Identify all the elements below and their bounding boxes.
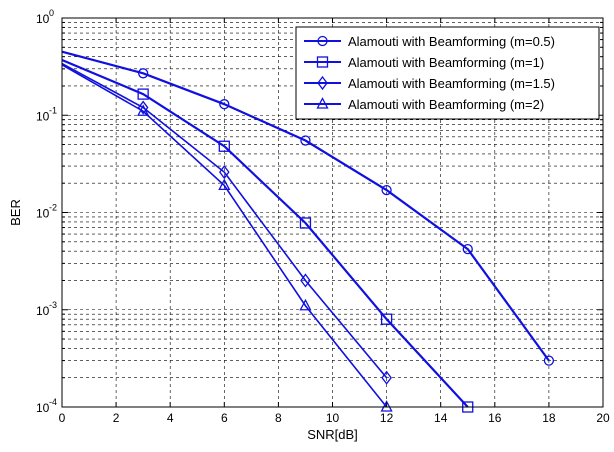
y-tick-exponent: -3 <box>49 300 57 310</box>
series-line <box>61 62 388 379</box>
y-tick-exponent: -2 <box>49 203 57 213</box>
series-line <box>61 50 550 362</box>
data-point <box>380 400 393 412</box>
data-point <box>218 178 231 191</box>
y-tick-base: 10 <box>36 304 50 318</box>
data-point <box>137 104 150 116</box>
x-tick-label: 16 <box>488 411 502 425</box>
x-tick-label: 20 <box>596 411 610 425</box>
data-point <box>218 140 230 152</box>
y-tick-exponent: 0 <box>49 8 54 18</box>
y-tick-base: 10 <box>36 401 50 415</box>
x-tick-label: 12 <box>380 411 394 425</box>
legend-item: Alamouti with Beamforming (m=1) <box>304 55 544 70</box>
x-tick-label: 10 <box>326 411 340 425</box>
y-tick-base: 10 <box>36 207 50 221</box>
legend-marker <box>317 35 328 47</box>
data-point <box>300 273 311 288</box>
y-tick-exponent: -1 <box>49 105 57 115</box>
legend-item: Alamouti with Beamforming (m=1.5) <box>304 75 555 91</box>
x-tick-label: 4 <box>167 411 174 425</box>
data-point <box>300 135 311 146</box>
series-line <box>61 64 388 408</box>
series-3 <box>61 62 392 385</box>
legend-item: Alamouti with Beamforming (m=2) <box>304 97 544 112</box>
data-point <box>137 100 149 115</box>
legend-label: Alamouti with Beamforming (m=0.5) <box>348 34 555 49</box>
y-tick-label: 10 -4 <box>36 397 57 415</box>
x-tick-label: 0 <box>59 411 66 425</box>
y-tick-base: 10 <box>36 12 50 26</box>
data-point <box>462 243 473 255</box>
legend-label: Alamouti with Beamforming (m=1.5) <box>348 76 555 91</box>
x-tick-label: 2 <box>113 411 120 425</box>
data-point <box>299 217 312 229</box>
y-tick-label: 10 0 <box>36 8 54 26</box>
legend-marker <box>316 56 329 68</box>
data-point <box>380 313 393 325</box>
data-point <box>219 99 230 110</box>
x-tick-label: 8 <box>275 411 282 425</box>
y-axis-label: BER <box>8 199 23 226</box>
legend-marker <box>316 97 329 109</box>
data-point <box>543 355 555 366</box>
x-tick-label: 14 <box>434 411 448 425</box>
x-tick-label: 6 <box>221 411 228 425</box>
series-layer <box>61 50 555 413</box>
y-tick-label: 10 -3 <box>36 300 57 318</box>
series-2 <box>61 58 474 413</box>
y-tick-label: 10 -2 <box>36 203 57 221</box>
data-point <box>218 165 230 180</box>
x-tick-label: 18 <box>542 411 556 425</box>
series-1 <box>61 50 555 366</box>
data-point <box>137 88 149 100</box>
legend-box <box>295 26 600 120</box>
y-tick-base: 10 <box>36 109 50 123</box>
legend-marker <box>317 75 328 91</box>
legend-label: Alamouti with Beamforming (m=1) <box>348 55 544 70</box>
series-line <box>61 58 469 408</box>
data-point <box>381 370 392 385</box>
legend-item: Alamouti with Beamforming (m=0.5) <box>304 34 555 49</box>
legend: Alamouti with Beamforming (m=0.5) Alamout… <box>295 26 600 120</box>
data-point <box>299 298 312 311</box>
y-tick-label: 10 -1 <box>36 105 57 123</box>
legend-label: Alamouti with Beamforming (m=2) <box>348 97 544 112</box>
data-point <box>137 68 149 79</box>
series-4 <box>61 64 393 412</box>
x-axis-label: SNR[dB] <box>307 427 358 442</box>
y-tick-exponent: -4 <box>49 397 57 407</box>
data-point <box>381 184 392 196</box>
